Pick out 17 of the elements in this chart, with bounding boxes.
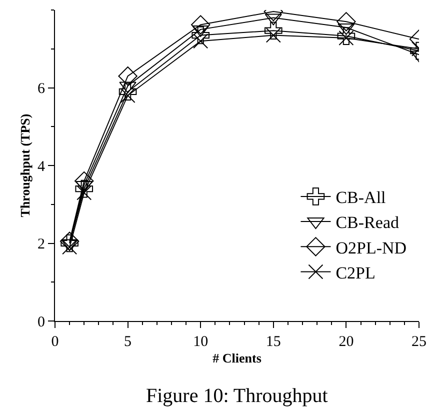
x-axis-title: # Clients (212, 350, 262, 366)
x-tick-label: 10 (193, 334, 208, 350)
x-tick-label: 5 (124, 334, 132, 350)
caption: Figure 10: Throughput (146, 385, 328, 407)
legend-label: CB-All (336, 188, 386, 208)
x-tick-label: 15 (266, 334, 281, 350)
y-axis-title: Throughput (TPS) (17, 114, 32, 218)
y-tick-label: 4 (38, 158, 46, 175)
x-tick-label: 0 (51, 334, 59, 350)
legend-label: C2PL (336, 263, 376, 282)
x-tick-label: 25 (412, 334, 426, 350)
x-tick-label: 20 (338, 334, 354, 350)
legend-label: CB-Read (336, 213, 400, 232)
y-tick-label: 0 (38, 314, 45, 330)
y-tick-label: 2 (38, 236, 45, 252)
y-tick-label: 6 (38, 81, 46, 97)
legend-label: O2PL-ND (336, 238, 407, 258)
